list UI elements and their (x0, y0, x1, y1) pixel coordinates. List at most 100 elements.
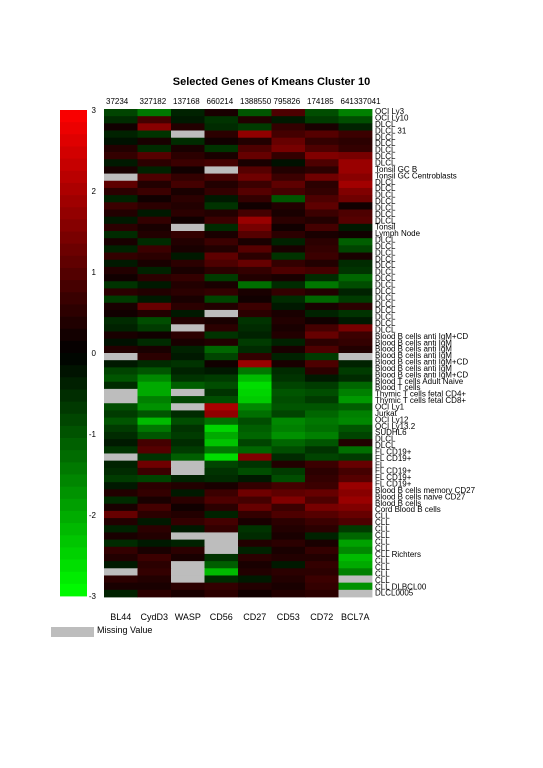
heatmap-cell (171, 195, 205, 203)
heatmap-cell (137, 288, 172, 296)
heatmap-cell (204, 137, 239, 146)
heatmap-cell (305, 539, 339, 548)
heatmap-cell (238, 410, 272, 418)
heatmap-cell (305, 403, 339, 411)
heatmap-cell-missing (171, 575, 205, 584)
heatmap-cell (104, 159, 138, 167)
row-label: CLL (375, 512, 390, 521)
heatmap-cell (204, 582, 239, 591)
heatmap-cell (305, 109, 339, 117)
heatmap-cell (204, 353, 239, 361)
heatmap-cell (171, 166, 205, 174)
heatmap-cell (171, 331, 205, 340)
heatmap-cell (204, 525, 239, 533)
column-label: CD56 (210, 612, 233, 622)
heatmap-cell (305, 518, 339, 526)
row-label: DLCL (375, 191, 396, 200)
color-scale-segment (60, 547, 87, 560)
heatmap-cell (305, 317, 339, 325)
heatmap-cell (338, 396, 373, 404)
heatmap-cell (137, 252, 172, 261)
heatmap-cell (137, 324, 172, 332)
heatmap-cell (338, 539, 373, 548)
heatmap-cell (238, 331, 272, 340)
heatmap-cells (104, 109, 373, 598)
heatmap-cell (271, 431, 306, 440)
heatmap-cell (104, 496, 138, 505)
row-label: DLCL (375, 306, 396, 315)
heatmap-cell (305, 460, 339, 469)
heatmap-cell (338, 510, 373, 519)
color-scale-segment (60, 292, 87, 305)
heatmap-cell (338, 417, 373, 426)
heatmap-cell (171, 453, 205, 462)
heatmap-cell (238, 467, 272, 476)
heatmap-cell (104, 166, 138, 174)
row-label: Blood B cells anti IgM (375, 364, 452, 373)
heatmap-cell (271, 589, 306, 598)
heatmap-cell (238, 568, 272, 576)
heatmap-cell (204, 302, 239, 311)
row-label: CLL Richters (375, 550, 421, 559)
row-label: DLCL (375, 319, 396, 328)
heatmap-cell (204, 338, 239, 347)
column-id-label: 660214 (207, 97, 234, 106)
heatmap-cell (137, 195, 172, 203)
heatmap-cell (171, 546, 205, 555)
heatmap-cell (104, 553, 138, 562)
heatmap-cell (238, 510, 272, 519)
heatmap-cell (238, 159, 272, 167)
heatmap-cell (238, 525, 272, 533)
heatmap-cell (271, 259, 306, 268)
heatmap-cell (338, 252, 373, 261)
color-scale-segment (60, 182, 87, 196)
heatmap-cell (171, 582, 205, 591)
heatmap-cell (204, 123, 239, 131)
heatmap-cell (238, 424, 272, 433)
heatmap-cell (271, 331, 306, 340)
heatmap-cell (204, 475, 239, 483)
heatmap-cell (271, 482, 306, 490)
row-label: DLCL (375, 178, 396, 187)
heatmap-cell (271, 360, 306, 368)
heatmap-cell (271, 187, 306, 196)
heatmap-cell (338, 302, 373, 311)
heatmap-cell (171, 252, 205, 261)
heatmap-cell (338, 266, 373, 275)
heatmap-cell (271, 510, 306, 519)
column-label: BL44 (110, 612, 131, 622)
heatmap-cell (338, 582, 373, 591)
heatmap-cell (137, 575, 172, 584)
heatmap-cell (137, 180, 172, 189)
heatmap-cell (238, 209, 272, 218)
heatmap-cell (305, 173, 339, 182)
row-label: Blood B cells anti IgM (375, 351, 452, 360)
heatmap-cell (137, 353, 172, 361)
heatmap-cell-missing (204, 532, 239, 540)
heatmap-cell (204, 424, 239, 433)
heatmap-cell (338, 195, 373, 203)
heatmap-cell (104, 510, 138, 519)
heatmap-cell (204, 575, 239, 584)
color-scale-segment (60, 571, 87, 585)
heatmap-cell (104, 525, 138, 533)
heatmap-cell (238, 152, 272, 160)
heatmap-cell (137, 281, 172, 289)
heatmap-cell (104, 546, 138, 555)
heatmap-cell (305, 496, 339, 505)
heatmap-cell (271, 202, 306, 210)
heatmap-cell (137, 503, 172, 512)
color-scale-segment (60, 583, 87, 597)
heatmap-cell (137, 539, 172, 548)
heatmap-cell (137, 238, 172, 246)
heatmap-cell (305, 431, 339, 440)
heatmap-cell (338, 446, 373, 454)
heatmap-cell (204, 482, 239, 490)
heatmap-cell (305, 446, 339, 454)
heatmap-cell (137, 589, 172, 598)
heatmap-cell (271, 173, 306, 182)
heatmap-cell (104, 295, 138, 304)
heatmap-cell (305, 532, 339, 540)
color-scale-segment (60, 474, 87, 488)
heatmap-cell (204, 489, 239, 497)
